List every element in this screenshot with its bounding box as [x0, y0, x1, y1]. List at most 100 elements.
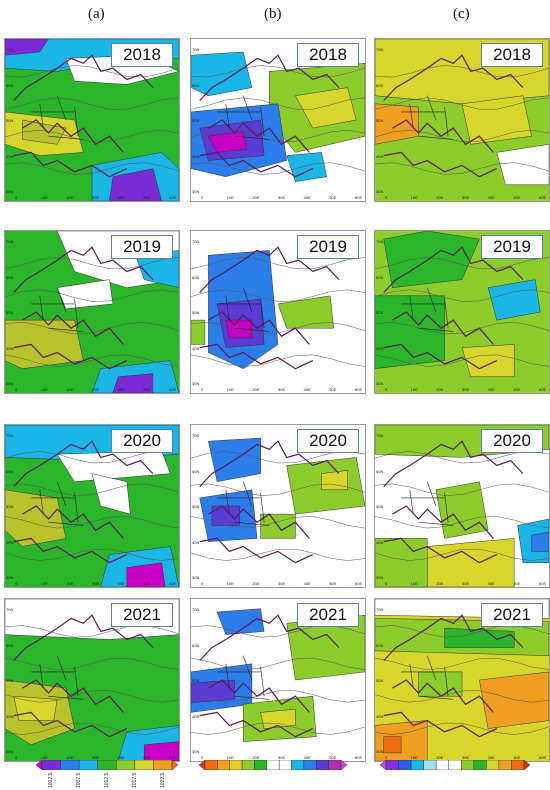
map-panel-a-2019: 70N 60N 50N 40N 30N 0 10E 20E 30E 40E 50E 60E 2019: [4, 230, 180, 394]
longitude-tick-label: 30E: [462, 581, 470, 586]
year-label: 2018: [111, 43, 173, 67]
colorbar-segment: [303, 760, 317, 770]
longitude-tick-label: 0: [15, 195, 18, 200]
contour-line: [5, 289, 179, 302]
contour-line: [191, 483, 365, 496]
coastline: [392, 119, 494, 153]
colorbar-arrow-right: [340, 760, 347, 770]
latitude-tick-label: 30N: [192, 189, 200, 194]
longitude-tick-label: 40E: [303, 195, 311, 200]
colorbar-segment: [153, 760, 173, 770]
latitude-tick-label: 60N: [192, 274, 200, 280]
colorbar-segment: [60, 760, 80, 770]
contour-line: [5, 483, 179, 496]
country-border: [48, 135, 84, 140]
coastline: [199, 246, 340, 294]
country-border: [409, 489, 414, 515]
latitude-tick-label: 70N: [192, 239, 200, 244]
map-panel-c-2020: 70N 60N 50N 40N 30N 0 10E 20E 30E 40E 50E 60E 2020: [374, 424, 550, 588]
colorbar-segment: [473, 760, 487, 770]
longitude-tick-label: 50E: [329, 581, 337, 586]
longitude-tick-label: 20E: [66, 755, 74, 760]
country-border: [39, 295, 44, 321]
shaded-region: [126, 562, 166, 587]
latitude-tick-label: 70N: [6, 433, 14, 438]
coastline: [383, 151, 498, 178]
colorbar-segment: [278, 760, 292, 770]
latitude-tick-label: 30N: [6, 575, 14, 580]
country-border: [242, 95, 253, 121]
shaded-region: [13, 695, 58, 721]
latitude-tick-label: 70N: [376, 607, 384, 612]
coastline: [13, 537, 128, 564]
country-border: [234, 327, 270, 332]
longitude-tick-label: 10E: [410, 387, 418, 392]
coastline: [208, 311, 310, 345]
longitude-tick-label: 40E: [487, 387, 495, 392]
country-border: [56, 655, 67, 681]
longitude-tick-label: 30E: [278, 755, 286, 760]
contour-line: [375, 483, 549, 496]
latitude-tick-label: 30N: [192, 381, 200, 386]
map-panel-a-2021: 70N 60N 50N 40N 30N 0 10E 20E 30E 40E 50E 60E 2021: [4, 598, 180, 762]
map-panel-b-2018: 70N 60N 50N 40N 30N 0 10E 20E 30E 40E 50E 60E 2018: [190, 38, 366, 202]
coastline: [13, 440, 154, 488]
shaded-region: [461, 344, 515, 378]
coastline: [13, 151, 128, 178]
country-border: [39, 663, 44, 689]
latitude-tick-label: 50N: [376, 118, 384, 123]
map-panel-b-2021: 70N 60N 50N 40N 30N 0 10E 20E 30E 40E 50E 60E 2021: [190, 598, 366, 762]
colorbar-segment: [398, 760, 412, 770]
contour-line: [375, 690, 549, 703]
longitude-tick-label: 60E: [539, 581, 547, 586]
contour-line: [375, 129, 549, 143]
colorbar-arrow-right: [523, 760, 530, 770]
latitude-tick-label: 50N: [376, 678, 384, 683]
latitude-tick-label: 60N: [6, 468, 14, 474]
shaded-region: [435, 481, 489, 539]
longitude-tick-label: 50E: [513, 581, 521, 586]
longitude-tick-label: 40E: [117, 195, 125, 200]
contour-line: [375, 548, 549, 561]
colorbar-segment: [385, 760, 399, 770]
contour-line: [191, 257, 365, 270]
latitude-tick-label: 50N: [6, 310, 14, 315]
colorbar-tick-label: 1022.5: [160, 772, 166, 788]
latitude-tick-label: 60N: [6, 274, 14, 280]
country-border: [409, 103, 414, 129]
longitude-tick-label: 60E: [355, 195, 363, 200]
latitude-tick-label: 60N: [6, 82, 14, 88]
longitude-tick-label: 50E: [513, 195, 521, 200]
longitude-tick-label: 50E: [329, 755, 337, 760]
country-border: [225, 103, 230, 129]
contour-line: [375, 162, 549, 175]
coastline: [199, 440, 340, 488]
longitude-tick-label: 10E: [410, 581, 418, 586]
shaded-region: [112, 373, 154, 393]
longitude-tick-label: 50E: [143, 195, 151, 200]
longitude-tick-label: 60E: [355, 387, 363, 392]
contour-line: [5, 690, 179, 703]
longitude-tick-label: 20E: [252, 755, 260, 760]
longitude-tick-label: 10E: [40, 195, 48, 200]
latitude-tick-label: 50N: [6, 504, 14, 509]
longitude-tick-label: 30E: [92, 755, 100, 760]
latitude-tick-label: 40N: [6, 345, 14, 351]
country-border: [418, 327, 454, 332]
longitude-tick-label: 20E: [252, 387, 260, 392]
latitude-tick-label: 50N: [192, 310, 200, 315]
colorbar-segment: [328, 760, 342, 770]
country-border: [225, 663, 230, 689]
colorbar-tick-label: 1007.5: [76, 772, 82, 788]
colorbar-arrow-left: [36, 760, 43, 770]
latitude-tick-label: 40N: [6, 713, 14, 719]
map-panel-c-2019: 70N 60N 50N 40N 30N 0 10E 20E 30E 40E 50E 60E 2019: [374, 230, 550, 394]
contour-line: [375, 516, 549, 529]
longitude-tick-label: 30E: [278, 581, 286, 586]
contour-line: [191, 516, 365, 529]
shaded-region: [5, 489, 67, 547]
latitude-tick-label: 70N: [6, 47, 14, 52]
contour-line: [5, 722, 179, 735]
contour-line: [191, 322, 365, 335]
latitude-tick-label: 70N: [192, 433, 200, 438]
